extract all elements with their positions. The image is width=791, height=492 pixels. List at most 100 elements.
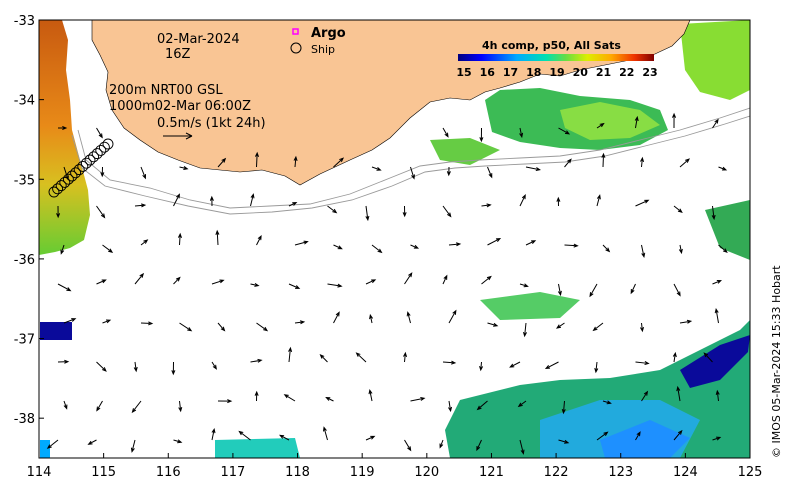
current-arrow [279,434,290,441]
current-arrow [211,361,217,370]
current-arrow [718,166,728,171]
current-arrow [525,166,541,172]
current-arrow [319,353,328,363]
sst-shelf-strip [430,138,500,165]
current-arrow [96,400,103,412]
current-arrow [487,238,502,246]
colorbar-gradient [458,54,654,61]
current-arrow [215,229,220,246]
current-arrow [558,439,570,444]
current-arrow [173,193,180,207]
current-arrow [58,125,68,131]
ship-position [98,141,110,153]
current-arrow [641,244,646,258]
colorbar-label: 21 [596,66,611,79]
current-arrow [679,319,693,324]
current-arrow [557,283,562,297]
current-arrow [131,400,142,414]
current-info-1: 200m NRT00 GSL [109,83,223,98]
current-arrow [519,439,525,455]
current-arrow [63,400,68,410]
current-arrow [333,244,343,250]
y-tick-label: -38 [14,412,35,427]
current-arrow [404,272,413,285]
current-arrow [564,243,579,248]
current-arrow [714,307,719,324]
ship-track [48,138,114,198]
current-arrow [288,201,298,207]
current-arrow [322,426,328,441]
time-label: 16Z [165,47,191,62]
current-arrow [179,166,189,170]
current-arrow [712,118,719,129]
x-tick-label: 123 [608,465,633,480]
x-tick-label: 124 [673,465,698,480]
current-arrow [57,359,70,364]
current-arrow [173,276,181,285]
colorbar: 4h comp, p50, All Sats 15 16 17 18 19 20 21 22 2… [456,39,657,79]
x-tick-label: 121 [479,465,504,480]
current-arrow [594,361,599,374]
current-arrow [479,361,484,372]
current-arrow [561,400,566,415]
ship-position [73,164,85,176]
current-arrow [476,439,482,452]
current-arrow [63,318,77,324]
current-arrow [635,199,650,207]
current-arrow [481,275,492,285]
sst-south-bight-warm [560,102,660,140]
current-arrow [519,283,529,288]
scale-arrow [163,132,193,140]
sst-sw-bottom [215,438,300,458]
current-arrow [368,388,373,402]
current-arrow [217,399,233,404]
current-arrow [672,112,677,129]
x-tick-label: 116 [156,465,181,480]
current-arrow [641,390,649,402]
current-arrow [481,203,492,208]
current-arrow [596,194,601,207]
current-arrow [673,205,683,214]
current-arrow [712,436,722,441]
current-arrow [130,439,136,453]
current-info-2: 1000m02-Mar 06:00Z [109,99,251,114]
sst-deep-edge [680,335,750,388]
colorbar-label: 18 [526,66,541,79]
current-arrow [592,322,604,332]
sst-east-coast [680,20,750,100]
current-arrow [254,390,259,402]
x-tick-label: 114 [27,465,52,480]
y-tick-label: -34 [14,94,35,109]
y-tick-label: -33 [14,14,35,29]
colorbar-label: 15 [456,66,471,79]
current-arrow [403,351,408,363]
sst-east-mid [705,200,750,260]
current-arrow [525,240,537,246]
colorbar-label: 17 [503,66,518,79]
current-arrow [46,439,59,449]
current-arrow [676,385,681,402]
current-arrow [238,430,251,441]
current-arrow [96,127,103,139]
sst-south-blue [600,420,690,458]
current-arrow [555,322,565,329]
current-arrow [209,195,214,207]
current-arrow [519,127,524,139]
current-arrow [487,166,493,179]
current-arrow [678,244,683,255]
current-arrow [630,283,636,295]
plot-frame [38,19,751,459]
current-arrow [589,283,598,298]
current-arrow [250,282,260,287]
colorbar-title: 4h comp, p50, All Sats [482,39,621,52]
current-info-3: 0.5m/s (1kt 24h) [157,116,266,131]
current-arrow [327,283,343,288]
current-arrow [672,351,677,363]
current-arrow [634,115,639,129]
current-arrow [250,193,255,207]
current-arrow [256,234,262,246]
bathymetry-contours [71,107,750,215]
current-arrow [325,396,334,402]
current-arrow [140,321,154,326]
